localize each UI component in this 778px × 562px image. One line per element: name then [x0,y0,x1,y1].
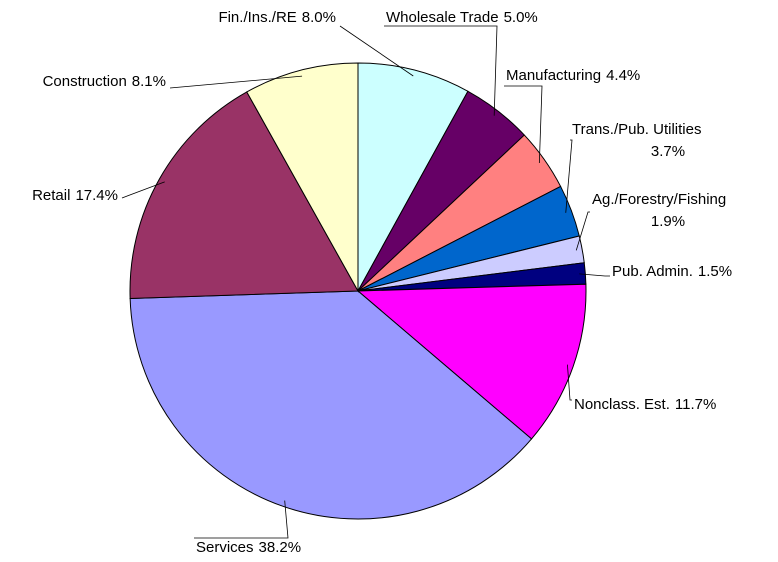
slice-value-label: 17.4% [75,187,118,204]
slice-name: Retail [32,187,70,204]
leader-line [121,181,165,199]
slice-value-label: 3.7% [651,143,685,160]
slice-label: Wholesale Trade 5.0% [386,9,538,26]
slice-name: Nonclass. Est. [574,396,670,413]
slice-name: Pub. Admin. [612,263,693,280]
pie [129,62,587,520]
pie-slice [357,62,469,292]
slice-label: Construction 8.1% [43,73,166,90]
pie-slice [246,62,359,293]
slice-label: Nonclass. Est. 11.7% [574,396,716,413]
slice-value-label: 38.2% [259,539,302,556]
slice-label: Retail 17.4% [32,187,118,204]
leader-line [575,211,590,251]
slice-name: Wholesale Trade [386,9,499,26]
leader-line [384,25,498,116]
slice-value-label: 11.7% [675,396,716,413]
slice-label: Ag./Forestry/Fishing [592,191,726,208]
leader-line [339,25,414,77]
pie-slice [129,91,359,300]
leader-line [194,500,289,539]
slice-label: Pub. Admin. 1.5% [612,263,732,280]
slice-label: Manufacturing 4.4% [506,67,640,84]
leader-line [565,139,573,213]
pie-slice [129,290,533,520]
slice-label: Fin./Ins./RE 8.0% [218,9,336,26]
slice-value-label: 8.0% [302,9,336,26]
slice-value-label: 8.1% [132,73,166,90]
slice-label: Services 38.2% [196,539,301,556]
leader-line [169,75,303,89]
leader-line [504,85,543,163]
slice-name: Construction [43,73,127,90]
slice-value-label: 1.5% [698,263,732,280]
leader-line [567,364,572,401]
leader-line [579,273,610,277]
pie-slice [356,283,587,440]
slice-name: Fin./Ins./RE [218,9,296,26]
slice-name: Services [196,539,254,556]
slice-value-label: 1.9% [651,213,685,230]
slice-name: Manufacturing [506,67,601,84]
slice-label: Trans./Pub. Utilities [572,121,702,138]
slice-value-label: 5.0% [504,9,538,26]
slice-value-label: 4.4% [606,67,640,84]
